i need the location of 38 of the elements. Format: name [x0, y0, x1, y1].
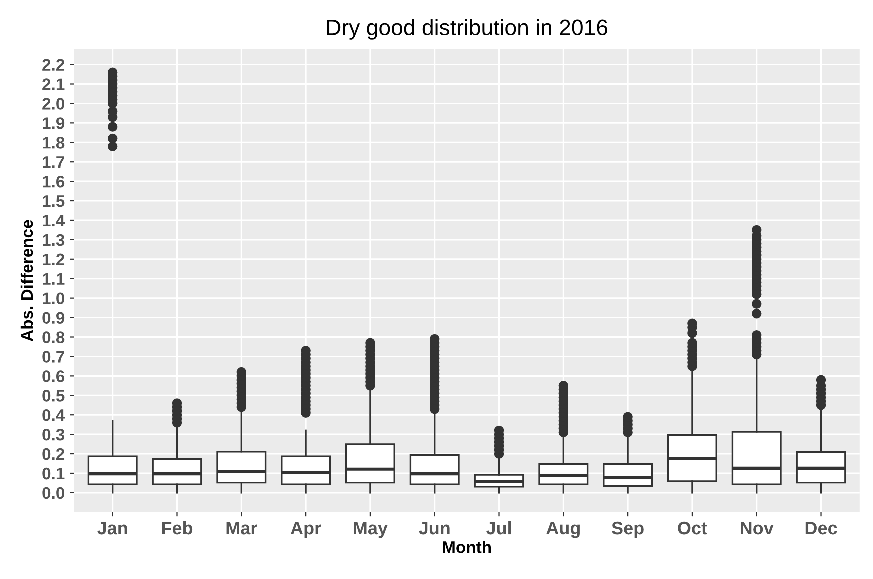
y-tick-label: 0.2 — [42, 448, 65, 460]
y-axis-title: Abs. Difference — [20, 220, 34, 342]
x-tick-label: Oct — [678, 522, 708, 535]
x-tick-label: Jul — [486, 521, 512, 535]
y-tick-label: 1.7 — [43, 156, 64, 168]
x-tick-label: Nov — [741, 522, 774, 535]
y-tick-label: 1.2 — [43, 254, 65, 266]
x-tick-label: Jan — [98, 522, 128, 535]
x-tick-label: Dec — [806, 522, 838, 535]
y-tick-label: 1.1 — [43, 273, 65, 285]
y-tick-label: 0.8 — [42, 332, 65, 344]
y-tick-label: 1.5 — [43, 196, 65, 208]
y-tick-label: 1.0 — [43, 292, 64, 305]
y-tick-label: 2.0 — [42, 98, 64, 110]
y-tick-label: 1.6 — [43, 176, 65, 188]
y-tick-label: 0.6 — [42, 370, 65, 382]
y-tick-label: 0.9 — [42, 312, 65, 324]
y-tick-label: 2.2 — [42, 59, 65, 71]
x-tick-label: Jun — [419, 522, 450, 535]
x-tick-label: Feb — [162, 521, 193, 535]
y-tick-label: 0.7 — [42, 351, 64, 363]
x-tick-label: May — [354, 522, 388, 538]
y-tick-label: 0.1 — [42, 468, 65, 480]
y-tick-label: 0.4 — [42, 410, 66, 422]
y-tick-label: 1.8 — [43, 137, 65, 149]
y-tick-label: 0.5 — [42, 390, 65, 402]
x-tick-label: Sep — [612, 522, 644, 538]
x-tick-label: Aug — [546, 522, 580, 538]
x-tick-label: Mar — [226, 522, 258, 535]
y-tick-label: 0.3 — [42, 428, 65, 441]
x-axis-title: Month — [443, 541, 492, 554]
y-tick-label: 2.1 — [42, 78, 65, 90]
x-tick-label: Apr — [290, 522, 322, 538]
y-tick-label: 1.4 — [43, 215, 66, 227]
y-tick-label: 0.0 — [42, 487, 64, 500]
chart-title: Dry good distribution in 2016 — [327, 19, 608, 40]
y-tick-label: 1.9 — [43, 118, 65, 130]
y-tick-label: 1.3 — [43, 234, 65, 246]
